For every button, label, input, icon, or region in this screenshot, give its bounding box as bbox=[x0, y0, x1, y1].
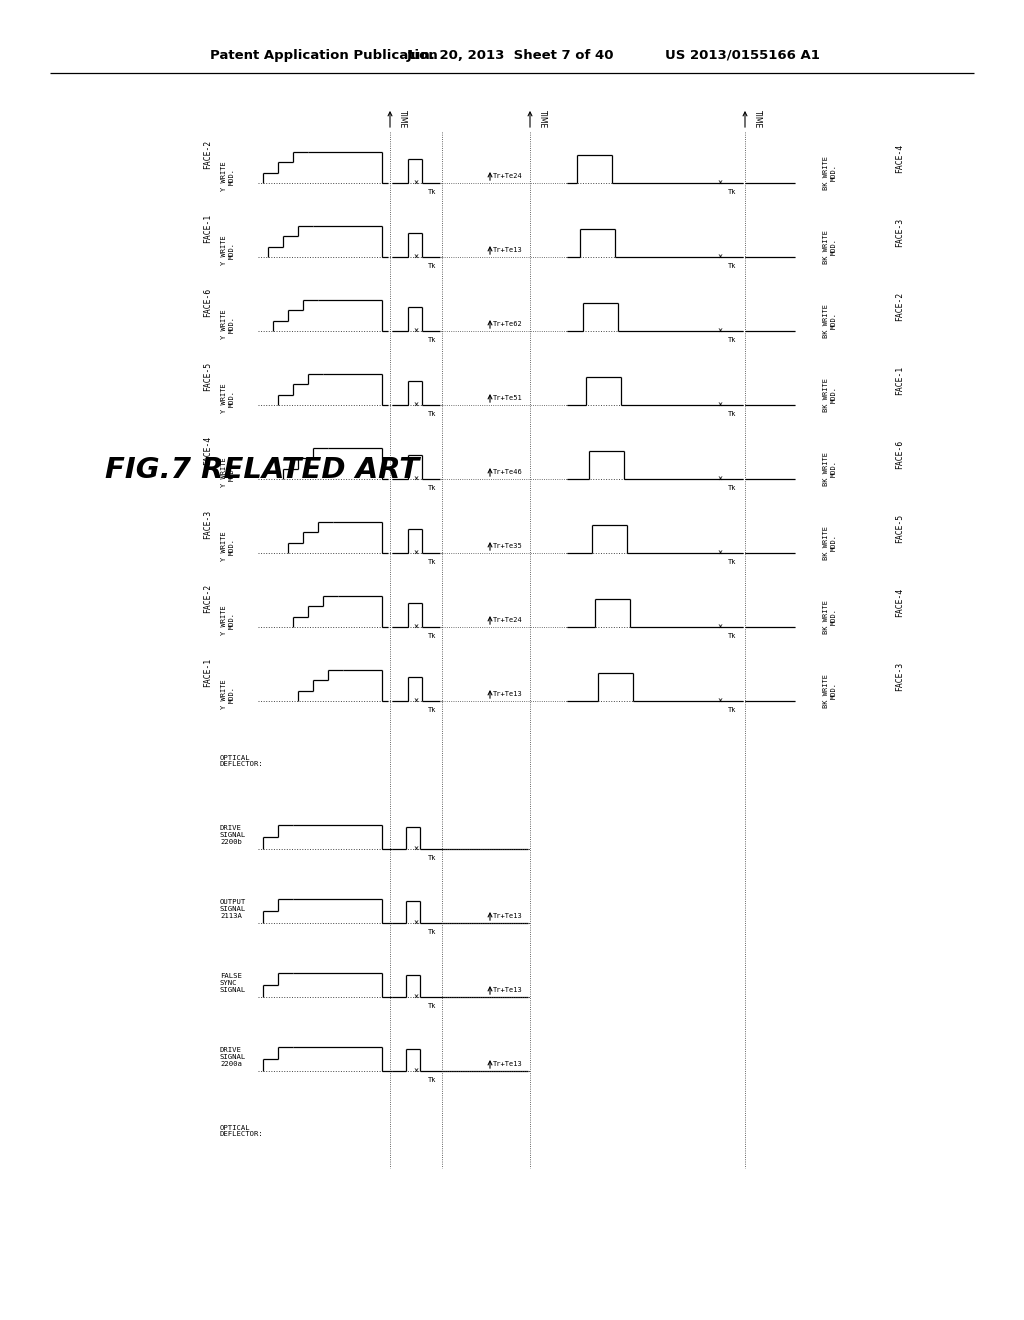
Text: ×: × bbox=[718, 475, 723, 483]
Text: ×: × bbox=[718, 623, 723, 631]
Text: ×: × bbox=[414, 993, 419, 1002]
Text: ×: × bbox=[414, 623, 419, 631]
Text: ×: × bbox=[414, 252, 419, 261]
Text: ×: × bbox=[414, 326, 419, 335]
Text: Tr+Te24: Tr+Te24 bbox=[493, 616, 522, 623]
Text: FACE-3: FACE-3 bbox=[204, 510, 213, 539]
Text: BK WRITE
MOD.: BK WRITE MOD. bbox=[823, 230, 837, 264]
Text: FACE-6: FACE-6 bbox=[204, 288, 213, 317]
Text: Y WRITE
MOD.: Y WRITE MOD. bbox=[221, 680, 234, 709]
Text: Tr+Te46: Tr+Te46 bbox=[493, 469, 522, 475]
Text: Tk: Tk bbox=[428, 189, 436, 195]
Text: DRIVE
SIGNAL
2200a: DRIVE SIGNAL 2200a bbox=[220, 1047, 246, 1067]
Text: ×: × bbox=[414, 1067, 419, 1076]
Text: TIME: TIME bbox=[753, 110, 762, 128]
Text: BK WRITE
MOD.: BK WRITE MOD. bbox=[823, 525, 837, 560]
Text: FACE-6: FACE-6 bbox=[896, 440, 904, 469]
Text: Tk: Tk bbox=[428, 560, 436, 565]
Text: ×: × bbox=[718, 326, 723, 335]
Text: Y WRITE
MOD.: Y WRITE MOD. bbox=[221, 235, 234, 265]
Text: BK WRITE
MOD.: BK WRITE MOD. bbox=[823, 378, 837, 412]
Text: Tk: Tk bbox=[428, 708, 436, 713]
Text: Tk: Tk bbox=[728, 484, 736, 491]
Text: ×: × bbox=[414, 400, 419, 409]
Text: Tr+Te35: Tr+Te35 bbox=[493, 543, 522, 549]
Text: BK WRITE
MOD.: BK WRITE MOD. bbox=[823, 156, 837, 190]
Text: FACE-3: FACE-3 bbox=[896, 218, 904, 247]
Text: Tk: Tk bbox=[728, 708, 736, 713]
Text: ×: × bbox=[718, 252, 723, 261]
Text: Tk: Tk bbox=[428, 484, 436, 491]
Text: Tk: Tk bbox=[428, 263, 436, 269]
Text: TIME: TIME bbox=[398, 110, 407, 128]
Text: ×: × bbox=[414, 845, 419, 854]
Text: Tr+Te13: Tr+Te13 bbox=[493, 247, 522, 253]
Text: Tk: Tk bbox=[728, 337, 736, 343]
Text: BK WRITE
MOD.: BK WRITE MOD. bbox=[823, 451, 837, 486]
Text: TIME: TIME bbox=[538, 110, 547, 128]
Text: Tr+Te62: Tr+Te62 bbox=[493, 321, 522, 327]
Text: FALSE
SYNC
SIGNAL: FALSE SYNC SIGNAL bbox=[220, 973, 246, 993]
Text: Tr+Te24: Tr+Te24 bbox=[493, 173, 522, 180]
Text: Tk: Tk bbox=[728, 634, 736, 639]
Text: FACE-4: FACE-4 bbox=[896, 587, 904, 616]
Text: FACE-3: FACE-3 bbox=[896, 661, 904, 690]
Text: Tk: Tk bbox=[428, 929, 436, 935]
Text: Tr+Te13: Tr+Te13 bbox=[493, 692, 522, 697]
Text: Tk: Tk bbox=[428, 855, 436, 861]
Text: FACE-1: FACE-1 bbox=[896, 366, 904, 395]
Text: Tk: Tk bbox=[728, 263, 736, 269]
Text: Tk: Tk bbox=[728, 560, 736, 565]
Text: Tr+Te13: Tr+Te13 bbox=[493, 913, 522, 919]
Text: Y WRITE
MOD.: Y WRITE MOD. bbox=[221, 384, 234, 413]
Text: ×: × bbox=[718, 178, 723, 187]
Text: Tr+Te51: Tr+Te51 bbox=[493, 395, 522, 401]
Text: US 2013/0155166 A1: US 2013/0155166 A1 bbox=[666, 49, 820, 62]
Text: Tr+Te13: Tr+Te13 bbox=[493, 987, 522, 993]
Text: FIG.7 RELATED ART: FIG.7 RELATED ART bbox=[105, 455, 419, 484]
Text: Tk: Tk bbox=[428, 337, 436, 343]
Text: Tr+Te13: Tr+Te13 bbox=[493, 1061, 522, 1067]
Text: Tk: Tk bbox=[428, 1077, 436, 1082]
Text: FACE-4: FACE-4 bbox=[896, 144, 904, 173]
Text: OPTICAL
DEFLECTOR:: OPTICAL DEFLECTOR: bbox=[220, 755, 264, 767]
Text: Tk: Tk bbox=[428, 1003, 436, 1008]
Text: Y WRITE
MOD.: Y WRITE MOD. bbox=[221, 309, 234, 339]
Text: Y WRITE
MOD.: Y WRITE MOD. bbox=[221, 606, 234, 635]
Text: Y WRITE
MOD.: Y WRITE MOD. bbox=[221, 161, 234, 191]
Text: Tk: Tk bbox=[428, 411, 436, 417]
Text: OUTPUT
SIGNAL
2113A: OUTPUT SIGNAL 2113A bbox=[220, 899, 246, 919]
Text: BK WRITE
MOD.: BK WRITE MOD. bbox=[823, 673, 837, 708]
Text: FACE-2: FACE-2 bbox=[204, 583, 213, 612]
Text: ×: × bbox=[718, 400, 723, 409]
Text: Y WRITE
MOD.: Y WRITE MOD. bbox=[221, 458, 234, 487]
Text: FACE-1: FACE-1 bbox=[204, 657, 213, 686]
Text: BK WRITE
MOD.: BK WRITE MOD. bbox=[823, 599, 837, 634]
Text: FACE-4: FACE-4 bbox=[204, 436, 213, 465]
Text: BK WRITE
MOD.: BK WRITE MOD. bbox=[823, 304, 837, 338]
Text: ×: × bbox=[414, 475, 419, 483]
Text: Tk: Tk bbox=[428, 634, 436, 639]
Text: FACE-5: FACE-5 bbox=[896, 513, 904, 543]
Text: Y WRITE
MOD.: Y WRITE MOD. bbox=[221, 532, 234, 561]
Text: FACE-2: FACE-2 bbox=[896, 292, 904, 321]
Text: ×: × bbox=[414, 697, 419, 706]
Text: ×: × bbox=[718, 549, 723, 557]
Text: Patent Application Publication: Patent Application Publication bbox=[210, 49, 437, 62]
Text: FACE-2: FACE-2 bbox=[204, 140, 213, 169]
Text: Tk: Tk bbox=[728, 411, 736, 417]
Text: ×: × bbox=[718, 697, 723, 706]
Text: Jun. 20, 2013  Sheet 7 of 40: Jun. 20, 2013 Sheet 7 of 40 bbox=[407, 49, 613, 62]
Text: Tk: Tk bbox=[728, 189, 736, 195]
Text: ×: × bbox=[414, 178, 419, 187]
Text: ×: × bbox=[414, 919, 419, 928]
Text: DRIVE
SIGNAL
2200b: DRIVE SIGNAL 2200b bbox=[220, 825, 246, 845]
Text: ×: × bbox=[414, 549, 419, 557]
Text: OPTICAL
DEFLECTOR:: OPTICAL DEFLECTOR: bbox=[220, 1125, 264, 1138]
Text: FACE-5: FACE-5 bbox=[204, 362, 213, 391]
Text: FACE-1: FACE-1 bbox=[204, 214, 213, 243]
